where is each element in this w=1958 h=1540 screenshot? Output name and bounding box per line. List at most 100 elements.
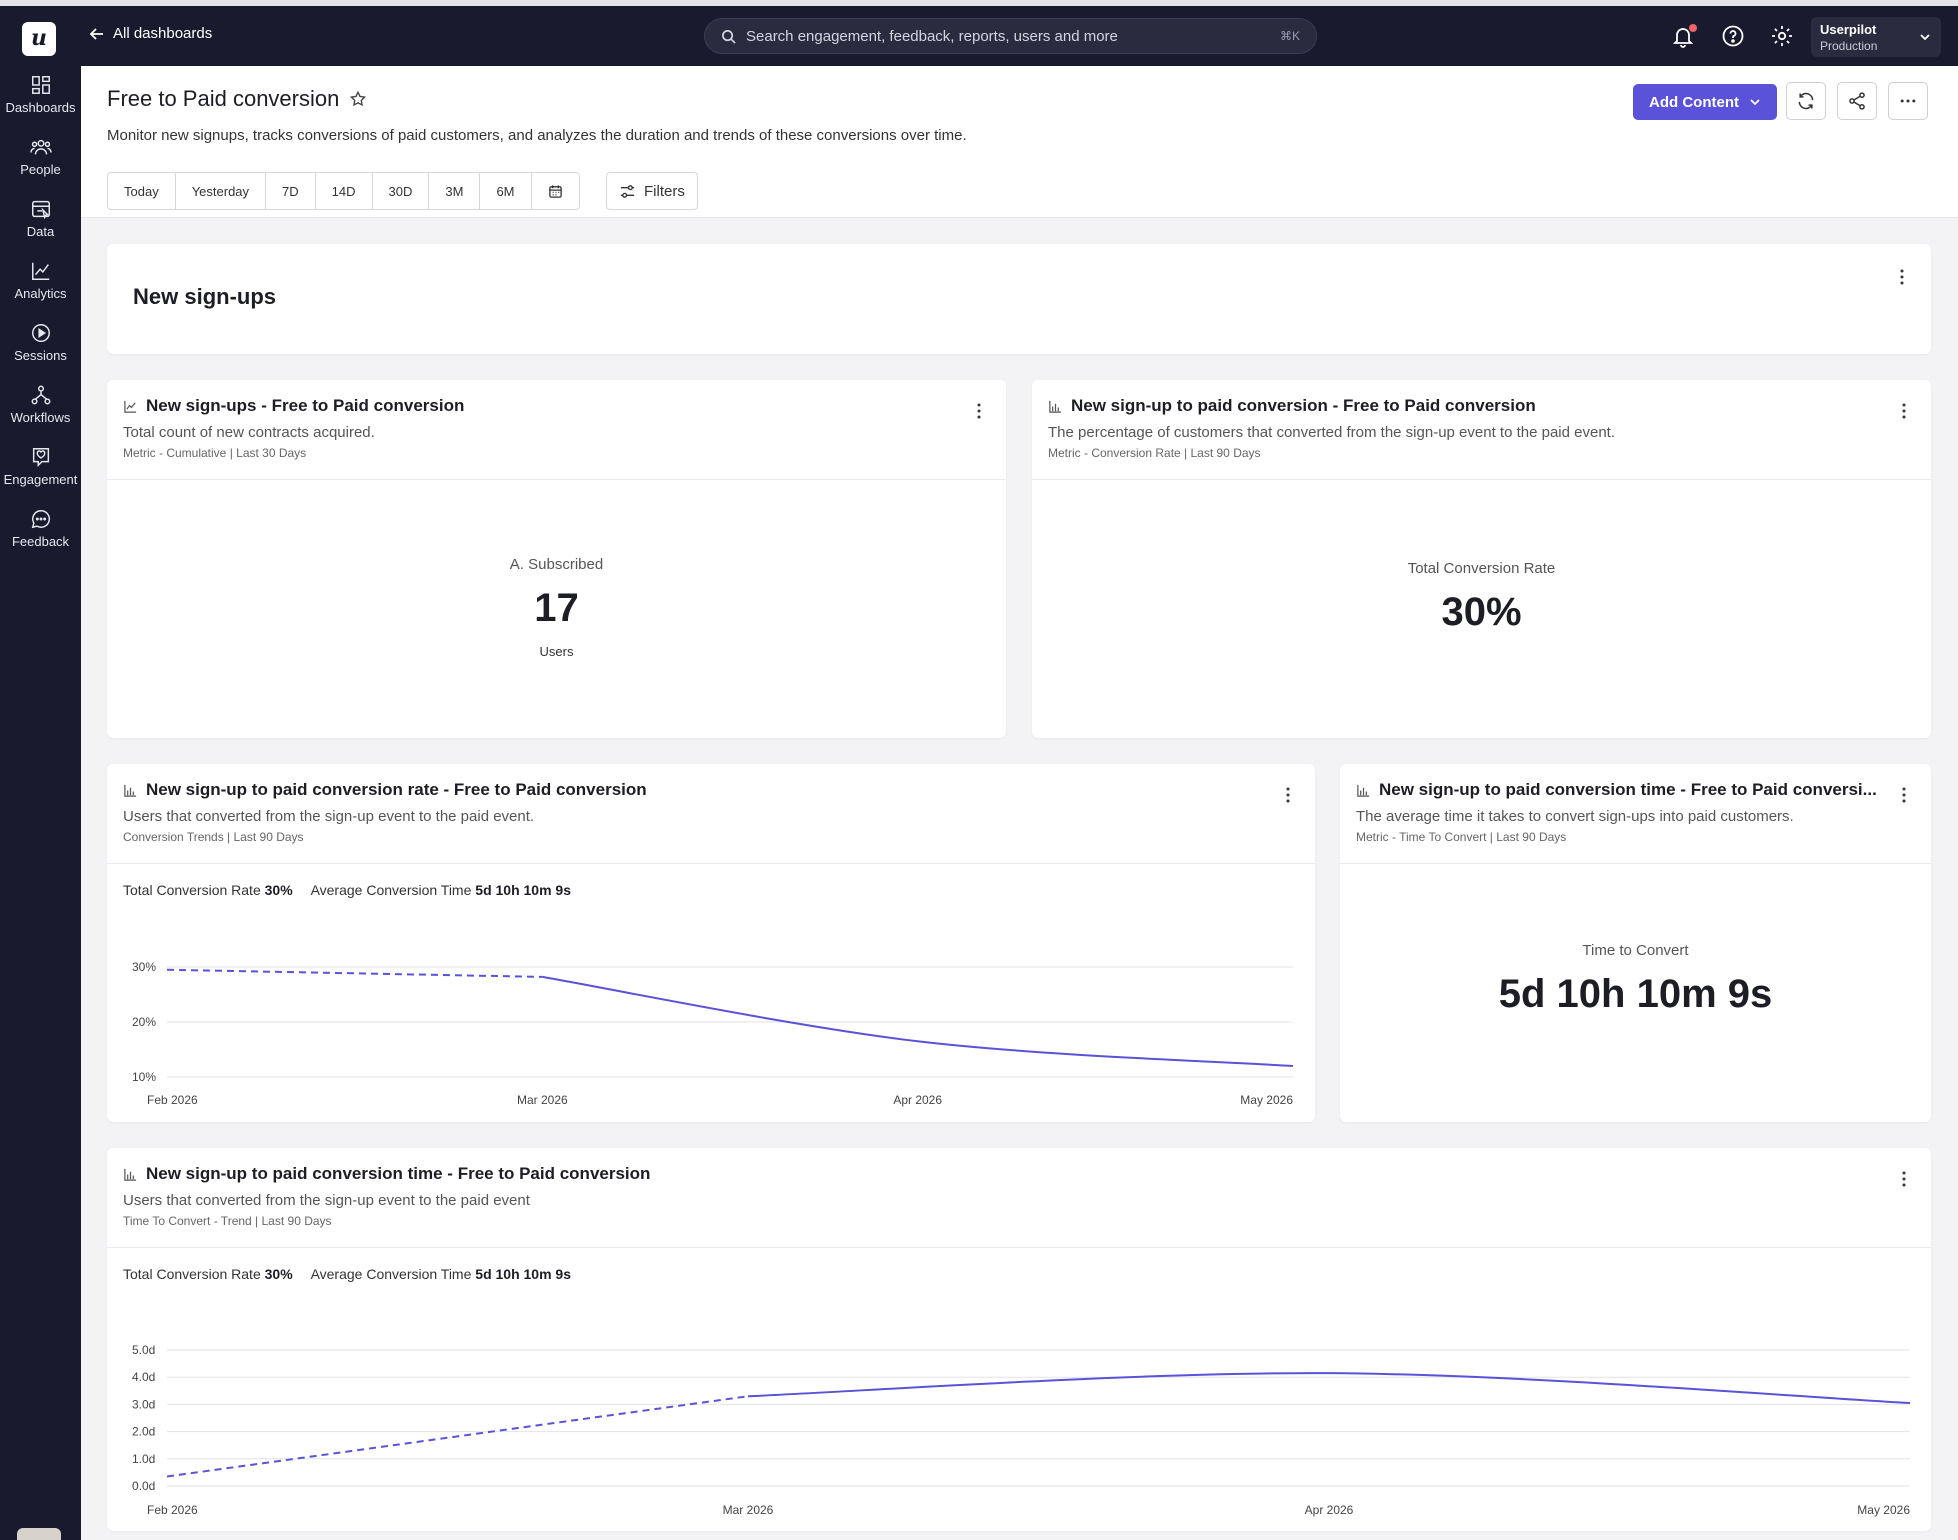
sidebar-item-engagement[interactable]: Engagement (0, 440, 81, 498)
range-today[interactable]: Today (108, 173, 176, 209)
user-avatar[interactable] (17, 1528, 61, 1540)
metric-value: 5d 10h 10m 9s (1498, 972, 1773, 1016)
summary-time-value: 5d 10h 10m 9s (475, 1266, 572, 1282)
y-tick-label: 30% (132, 960, 156, 974)
x-tick-label: Apr 2026 (1305, 1503, 1354, 1517)
y-tick-label: 1.0d (132, 1452, 155, 1466)
summary-time-value: 5d 10h 10m 9s (475, 882, 572, 898)
summary-time-label: Average Conversion Time (310, 882, 472, 898)
card-menu-button[interactable] (1901, 402, 1907, 420)
workflows-icon (31, 385, 50, 405)
bar-chart-icon (124, 1168, 137, 1181)
conversion-rate-trend-card: New sign-up to paid conversion rate - Fr… (107, 764, 1315, 1122)
card-meta: Metric - Time To Convert | Last 90 Days (1356, 830, 1567, 844)
chart-summary: Total Conversion Rate 30% Average Conver… (123, 1266, 571, 1282)
analytics-icon (31, 262, 49, 280)
card-menu-button[interactable] (1285, 786, 1291, 804)
back-to-dashboards-link[interactable]: All dashboards (89, 25, 212, 42)
filters-label: Filters (644, 182, 685, 200)
sidebar-item-dashboards[interactable]: Dashboards (0, 68, 81, 126)
series-line-projected (166, 968, 543, 978)
search-shortcut: ⌘K (1279, 29, 1300, 43)
time-to-convert-line-chart: 5.0d 4.0d 3.0d 2.0d 1.0d 0.0d Feb 2026 Mar 2026… (132, 1343, 1910, 1517)
range-14d[interactable]: 14D (316, 173, 373, 209)
card-menu-button[interactable] (1901, 1170, 1907, 1188)
card-menu-button[interactable] (1901, 786, 1907, 804)
card-title: New sign-up to paid conversion rate - Fr… (146, 780, 647, 799)
metric-unit: Users (539, 644, 574, 659)
card-title: New sign-up to paid conversion time - Fr… (146, 1164, 651, 1183)
section-card: New sign-ups (107, 244, 1931, 354)
range-7d[interactable]: 7D (266, 173, 316, 209)
metric-label: A. Subscribed (509, 556, 604, 573)
chevron-down-icon (1750, 99, 1760, 106)
y-tick-label: 0.0d (132, 1479, 155, 1493)
sidebar-item-label: Feedback (11, 534, 70, 549)
date-range-selector: Today Yesterday 7D 14D 30D 3M 6M (107, 172, 580, 210)
data-icon (31, 200, 50, 220)
settings-button[interactable] (1770, 24, 1796, 50)
app-logo[interactable]: u (22, 22, 56, 56)
add-content-button[interactable]: Add Content (1633, 84, 1777, 120)
engagement-icon (32, 448, 49, 468)
x-tick-label: Apr 2026 (893, 1093, 942, 1107)
more-vertical-icon (1902, 1171, 1906, 1187)
range-yesterday[interactable]: Yesterday (176, 173, 267, 209)
range-30d[interactable]: 30D (373, 173, 430, 209)
share-button[interactable] (1837, 82, 1877, 120)
y-tick-label: 2.0d (132, 1425, 155, 1439)
series-line (542, 975, 1294, 1067)
refresh-button[interactable] (1786, 82, 1826, 120)
section-menu-button[interactable] (1899, 268, 1905, 286)
chart-summary: Total Conversion Rate 30% Average Conver… (123, 882, 571, 898)
refresh-icon (1798, 92, 1814, 110)
search-icon (722, 29, 736, 44)
account-environment: Production (1820, 39, 1878, 53)
custom-date-button[interactable] (532, 173, 579, 209)
summary-rate-value: 30% (264, 1266, 293, 1282)
notifications-button[interactable] (1671, 24, 1697, 50)
time-to-convert-metric-card: New sign-up to paid conversion time - Fr… (1340, 764, 1931, 1122)
y-tick-label: 20% (132, 1015, 156, 1029)
range-3m[interactable]: 3M (429, 173, 481, 209)
metric-value: 17 (534, 586, 579, 630)
sidebar-item-data[interactable]: Data (0, 192, 81, 250)
card-menu-button[interactable] (976, 402, 982, 420)
y-tick-label: 4.0d (132, 1370, 155, 1384)
more-options-button[interactable] (1888, 82, 1928, 120)
search-input[interactable]: Search engagement, feedback, reports, us… (704, 18, 1317, 54)
metric-label: Time to Convert (1582, 942, 1689, 959)
card-meta: Time To Convert - Trend | Last 90 Days (123, 1214, 332, 1228)
sidebar-item-workflows[interactable]: Workflows (0, 378, 81, 436)
section-title: New sign-ups (133, 284, 277, 309)
signups-metric-card: New sign-ups - Free to Paid conversion T… (107, 380, 1006, 738)
card-header: New sign-ups - Free to Paid conversion T… (107, 380, 1006, 480)
y-tick-label: 5.0d (132, 1343, 155, 1357)
sidebar-item-people[interactable]: People (0, 130, 81, 188)
sidebar-item-label: Workflows (10, 410, 71, 425)
sidebar-item-sessions[interactable]: Sessions (0, 316, 81, 374)
sidebar-item-analytics[interactable]: Analytics (0, 254, 81, 312)
sidebar-item-feedback[interactable]: Feedback (0, 502, 81, 560)
filters-button[interactable]: Filters (606, 172, 698, 210)
sidebar-item-label: Data (26, 224, 55, 239)
y-tick-label: 3.0d (132, 1397, 155, 1411)
gear-icon (1772, 26, 1792, 46)
account-switcher[interactable]: Userpilot Production (1811, 17, 1941, 57)
bar-chart-icon (1049, 400, 1062, 413)
x-tick-label: Feb 2026 (147, 1503, 198, 1517)
help-button[interactable] (1721, 24, 1747, 50)
dashboard-icon (31, 76, 50, 94)
sidebar: u Dashboards People Data Analytics Sessi… (0, 6, 81, 1540)
x-tick-label: Feb 2026 (147, 1093, 198, 1107)
metric-label: Total Conversion Rate (1407, 560, 1556, 577)
sidebar-item-label: Dashboards (5, 100, 76, 115)
card-meta: Metric - Cumulative | Last 30 Days (123, 446, 307, 460)
star-icon[interactable] (349, 90, 367, 108)
card-title-row: New sign-up to paid conversion - Free to… (1048, 396, 1536, 416)
card-subtitle: Users that converted from the sign-up ev… (123, 1192, 530, 1209)
top-bar: All dashboards Search engagement, feedba… (81, 6, 1958, 66)
range-6m[interactable]: 6M (480, 173, 532, 209)
card-title-row: New sign-up to paid conversion rate - Fr… (123, 780, 647, 800)
window-top-strip (0, 0, 1958, 6)
